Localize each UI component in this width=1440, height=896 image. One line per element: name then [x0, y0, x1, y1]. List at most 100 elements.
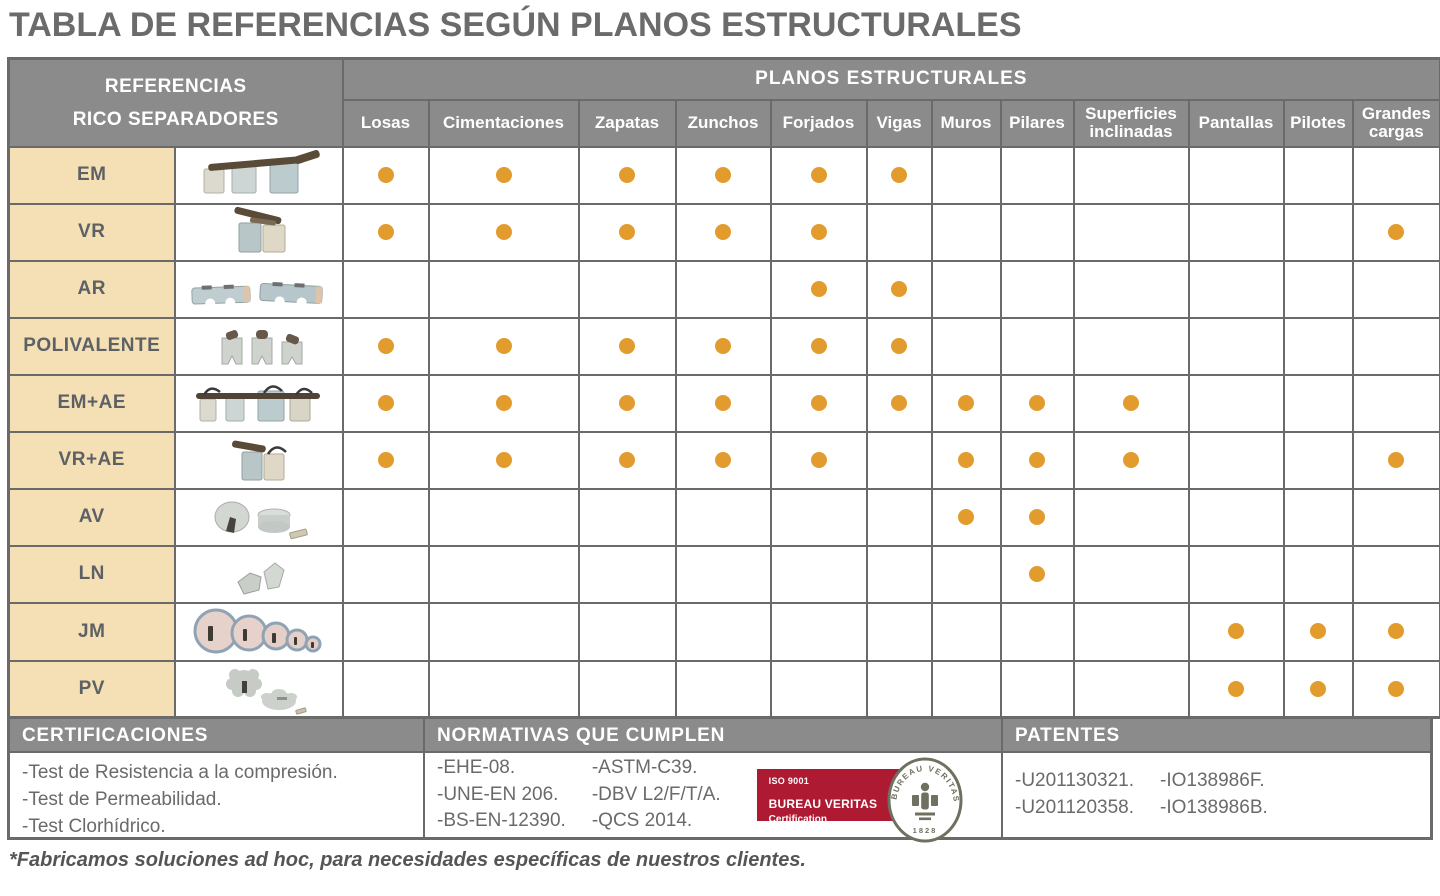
dot-marker: [377, 223, 394, 240]
row-label: AR: [7, 259, 176, 319]
row-label: PV: [7, 659, 176, 719]
dot-marker: [891, 280, 907, 297]
table-row: POLIVALENTE: [7, 316, 1440, 376]
seal-year: 1828: [912, 826, 937, 835]
corner-line1: REFERENCIAS: [104, 75, 247, 97]
matrix-cell: [999, 601, 1075, 662]
normativa-item: -QCS 2014.: [591, 810, 693, 832]
normativas-col1: -EHE-08. -UNE-EN 206. -BS-EN-12390.: [437, 755, 566, 836]
matrix-cell: [341, 430, 430, 490]
matrix-cell: [1351, 373, 1440, 433]
matrix-cell: [674, 145, 772, 205]
table-row: LN: [7, 544, 1440, 604]
matrix-cell: [1072, 316, 1190, 376]
matrix-cell: [999, 487, 1075, 547]
dot-marker: [1388, 451, 1405, 468]
row-label: VR+AE: [7, 430, 176, 490]
matrix-cell: [1351, 601, 1440, 662]
matrix-cell: [1072, 601, 1190, 662]
certificaciones-body: -Test de Resistencia a la compresión. -T…: [10, 753, 423, 837]
patentes-col1: -U201130321. -U201120358.: [1015, 768, 1134, 822]
matrix-cell: [999, 544, 1075, 604]
dot-marker: [715, 337, 731, 354]
table-row: JM: [7, 601, 1440, 662]
matrix-cell: [341, 487, 430, 547]
row-label: AV: [7, 487, 176, 547]
matrix-cell: [999, 259, 1075, 319]
normativas-body: -EHE-08. -UNE-EN 206. -BS-EN-12390. -AST…: [425, 753, 1001, 843]
matrix-cell: [577, 430, 677, 490]
matrix-cell: [865, 259, 933, 319]
matrix-cell: [1187, 316, 1285, 376]
matrix-cell: [674, 202, 772, 262]
pv-product-image: [225, 668, 307, 715]
product-image-cell: [173, 316, 344, 376]
matrix-cell: [577, 316, 677, 376]
matrix-cell: [769, 544, 868, 604]
matrix-cell: [999, 145, 1075, 205]
dot-marker: [891, 337, 907, 354]
dot-marker: [715, 451, 731, 468]
patente-item: -U201130321.: [1015, 770, 1135, 791]
matrix-cell: [1187, 601, 1285, 662]
dot-marker: [619, 223, 635, 240]
matrix-cell: [930, 430, 1002, 490]
matrix-cell: [1282, 659, 1354, 719]
table-row: AR: [7, 259, 1440, 319]
matrix-cell: [865, 601, 933, 662]
matrix-cell: [1282, 601, 1354, 662]
matrix-cell: [427, 202, 580, 262]
matrix-cell: [1282, 430, 1354, 490]
product-image-cell: [173, 145, 344, 205]
matrix-cell: [1351, 544, 1440, 604]
matrix-cell: [1072, 659, 1190, 719]
dot-marker: [810, 394, 827, 411]
dot-marker: [377, 394, 394, 411]
matrix-cell: [341, 145, 430, 205]
matrix-cell: [769, 487, 868, 547]
matrix-cell: [769, 316, 868, 376]
dot-marker: [958, 508, 974, 525]
matrix-cell: [341, 601, 430, 662]
column-header: Pantallas: [1187, 98, 1285, 148]
corner-header: REFERENCIAS RICO SEPARADORES: [7, 57, 344, 148]
column-header: Losas: [341, 98, 430, 148]
dot-marker: [1228, 680, 1244, 697]
matrix-cell: [999, 202, 1075, 262]
dot-marker: [1388, 680, 1405, 697]
matrix-cell: [577, 145, 677, 205]
product-image-cell: [173, 544, 344, 604]
column-header: Muros: [930, 98, 1002, 148]
matrix-cell: [577, 544, 677, 604]
dot-marker: [495, 166, 512, 183]
matrix-cell: [577, 487, 677, 547]
certification-item: -Test de Resistencia a la compresión.: [22, 762, 338, 783]
column-header: Superficies inclinadas: [1072, 98, 1190, 148]
dot-marker: [715, 166, 731, 183]
patente-item: -U201120358.: [1015, 796, 1135, 818]
dot-marker: [495, 394, 512, 411]
column-header: Pilares: [999, 98, 1075, 148]
product-image-cell: [173, 430, 344, 490]
matrix-cell: [1072, 145, 1190, 205]
dot-marker: [1228, 623, 1244, 640]
matrix-cell: [427, 430, 580, 490]
row-label: EM: [7, 145, 176, 205]
dot-marker: [619, 337, 635, 354]
normativa-item: -BS-EN-12390.: [437, 810, 566, 832]
section-normativas: NORMATIVAS QUE CUMPLEN -EHE-08. -UNE-EN …: [423, 719, 1001, 843]
matrix-cell: [930, 316, 1002, 376]
dot-marker: [810, 280, 827, 297]
matrix-cell: [1072, 202, 1190, 262]
dot-marker: [1123, 394, 1139, 411]
dot-marker: [495, 223, 512, 240]
matrix-cell: [865, 544, 933, 604]
matrix-cell: [769, 145, 868, 205]
matrix-cell: [1351, 145, 1440, 205]
dot-marker: [1388, 623, 1405, 640]
dot-marker: [810, 166, 827, 183]
dot-marker: [891, 394, 907, 411]
matrix-cell: [769, 659, 868, 719]
patente-item: -IO138986B.: [1160, 796, 1268, 818]
matrix-cell: [577, 601, 677, 662]
